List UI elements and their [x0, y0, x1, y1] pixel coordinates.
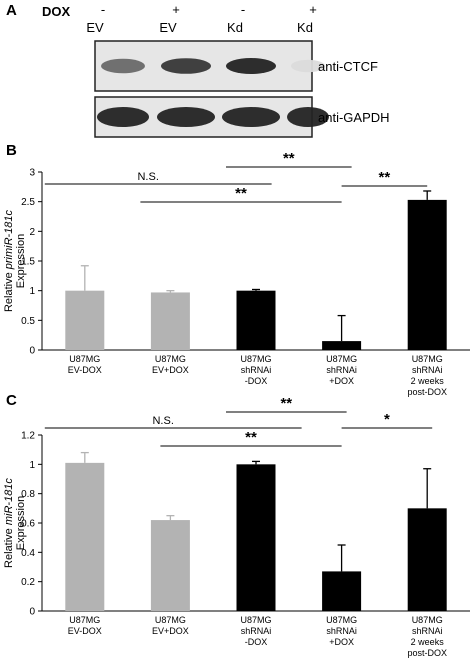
- y-axis-label-prefix: Relative: [3, 269, 15, 312]
- category-label-3: U87MG: [240, 354, 271, 364]
- category-label-4: +DOX: [329, 376, 354, 386]
- lane-label-3: Kd: [227, 20, 243, 35]
- y-tick-label: 0: [29, 607, 35, 618]
- y-tick-label: 0.4: [21, 548, 35, 559]
- category-label-4: shRNAi: [326, 365, 357, 375]
- category-label-3: U87MG: [240, 615, 271, 625]
- blot-2-band-4: [287, 107, 329, 127]
- bar-3: [236, 290, 276, 350]
- y-tick-label: 0.5: [21, 316, 35, 327]
- dox-label: DOX: [42, 4, 71, 19]
- y-tick-label: 2: [29, 227, 35, 238]
- category-label-5: post-DOX: [407, 648, 447, 658]
- significance-label-2: **: [283, 150, 295, 167]
- category-label-2: EV+DOX: [152, 365, 189, 375]
- category-label-3: shRNAi: [241, 365, 272, 375]
- y-axis-label-gene: primiR-181c: [3, 209, 15, 270]
- blot-1-band-2: [161, 58, 211, 74]
- y-tick-label: 0: [29, 346, 35, 357]
- category-label-4: shRNAi: [326, 626, 357, 636]
- dox-sign-lane-2: +: [172, 2, 180, 17]
- category-label-4: +DOX: [329, 637, 354, 647]
- bar-2: [150, 292, 190, 350]
- y-tick-label: 1.5: [21, 257, 35, 268]
- category-label-5: 2 weeks: [411, 637, 445, 647]
- y-tick-label: 0.8: [21, 489, 35, 500]
- blot-2-band-1: [97, 107, 149, 127]
- significance-label-2: **: [280, 395, 292, 412]
- y-axis-label: Relative miR-181c: [3, 478, 15, 568]
- category-label-5: shRNAi: [412, 365, 443, 375]
- blot-2-band-2: [157, 107, 215, 127]
- panel-a: A DOX - + - + EV EV Kd Kd anti-CTCF anti-GAPDH: [6, 2, 390, 138]
- bar-4: [322, 341, 362, 350]
- blot-1-label: anti-CTCF: [318, 59, 378, 74]
- category-label-5: U87MG: [412, 354, 443, 364]
- y-tick-label: 3: [29, 168, 35, 179]
- dox-sign-lane-1: -: [101, 2, 105, 17]
- lane-label-1: EV: [86, 20, 104, 35]
- blot-1-band-3: [226, 58, 276, 74]
- category-label-3: -DOX: [245, 637, 268, 647]
- significance-label-4: **: [379, 169, 391, 186]
- panel-letter-a: A: [6, 2, 17, 19]
- blot-2-label: anti-GAPDH: [318, 110, 390, 125]
- y-tick-label: 1: [29, 460, 35, 471]
- y-tick-label: 0.6: [21, 519, 35, 530]
- significance-label-1: N.S.: [152, 415, 173, 427]
- bar-1: [65, 462, 105, 611]
- category-label-2: EV+DOX: [152, 626, 189, 636]
- blot-2-band-3: [222, 107, 280, 127]
- y-axis-label: Relative primiR-181c: [3, 209, 15, 312]
- bar-4: [322, 571, 362, 611]
- panel-c: C 0 0.2 0.4 0.6 0.8 1 1.2 Relative miR-181c Expre…: [3, 392, 470, 658]
- category-label-5: shRNAi: [412, 626, 443, 636]
- y-axis-label-line2: Expression: [15, 234, 27, 288]
- category-label-4: U87MG: [326, 615, 357, 625]
- panel-letter-b: B: [6, 142, 17, 159]
- y-tick-label: 1.2: [21, 431, 35, 442]
- category-label-3: -DOX: [245, 376, 268, 386]
- y-tick-label: 2.5: [21, 197, 35, 208]
- significance-label-4: *: [384, 411, 390, 428]
- y-axis-label-prefix: Relative: [3, 525, 15, 568]
- dox-sign-lane-4: +: [309, 2, 317, 17]
- y-axis-label-line2: Expression: [15, 496, 27, 550]
- bar-5: [407, 199, 447, 350]
- blot-1-band-4: [291, 59, 325, 73]
- dox-sign-lane-3: -: [241, 2, 245, 17]
- blot-1-band-1: [101, 58, 145, 74]
- significance-label-1: N.S.: [137, 171, 158, 183]
- bar-5: [407, 508, 447, 611]
- y-tick-label: 1: [29, 286, 35, 297]
- category-label-3: shRNAi: [241, 626, 272, 636]
- panel-letter-c: C: [6, 392, 17, 409]
- y-axis-label-gene: miR-181c: [3, 478, 15, 526]
- category-label-5: 2 weeks: [411, 376, 445, 386]
- category-label-5: post-DOX: [407, 387, 447, 397]
- category-label-5: U87MG: [412, 615, 443, 625]
- category-label-2: U87MG: [155, 354, 186, 364]
- bar-3: [236, 464, 276, 611]
- category-label-1: U87MG: [69, 615, 100, 625]
- category-label-1: EV-DOX: [68, 365, 102, 375]
- bar-1: [65, 290, 105, 350]
- category-label-1: U87MG: [69, 354, 100, 364]
- y-tick-label: 0.2: [21, 577, 35, 588]
- significance-label-3: **: [235, 185, 247, 202]
- lane-label-2: EV: [159, 20, 177, 35]
- category-label-1: EV-DOX: [68, 626, 102, 636]
- bar-2: [150, 520, 190, 611]
- category-label-4: U87MG: [326, 354, 357, 364]
- category-label-2: U87MG: [155, 615, 186, 625]
- lane-label-4: Kd: [297, 20, 313, 35]
- panel-b: B 0 0.5 1 1.5 2 2.5 3 Relative primiR-181c Expres…: [3, 142, 470, 397]
- significance-label-3: **: [245, 429, 257, 446]
